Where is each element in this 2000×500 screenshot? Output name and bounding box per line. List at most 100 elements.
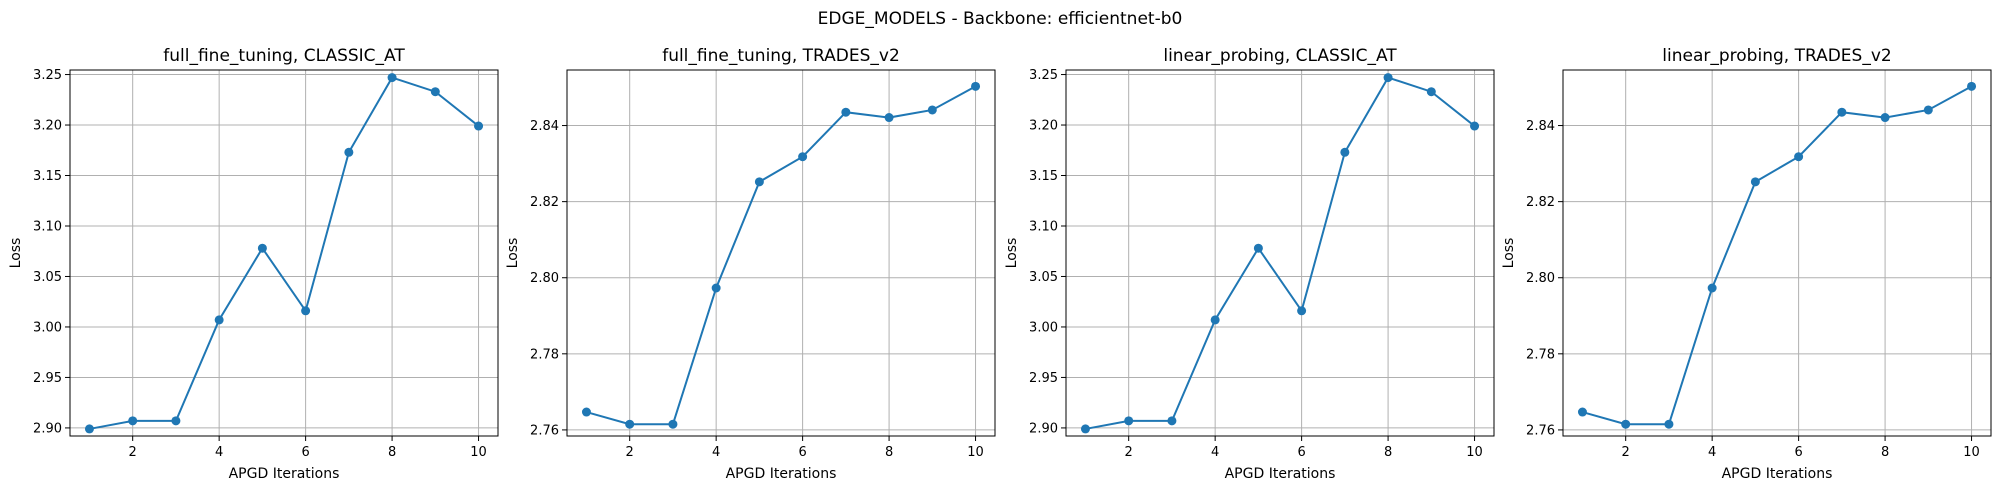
data-point [1967, 81, 1977, 91]
x-tick-label: 6 [1297, 445, 1305, 460]
data-point [128, 416, 138, 426]
figure-suptitle: EDGE_MODELS - Backbone: efficientnet-b0 [818, 9, 1183, 29]
y-tick-label: 3.00 [33, 320, 62, 335]
data-point [1794, 152, 1804, 162]
y-tick-label: 2.82 [1526, 195, 1555, 210]
data-point [171, 416, 181, 426]
x-tick-label: 2 [129, 445, 137, 460]
axes-frame [566, 69, 996, 437]
data-point [668, 419, 678, 429]
y-tick-label: 3.05 [1029, 270, 1058, 285]
y-tick-label: 2.78 [1526, 347, 1555, 362]
data-point [1124, 416, 1134, 426]
data-point [1880, 113, 1890, 123]
x-tick-label: 2 [1622, 445, 1630, 460]
x-tick-label: 8 [1384, 445, 1392, 460]
y-tick-label: 2.84 [530, 119, 559, 134]
y-tick-label: 3.15 [33, 169, 62, 184]
data-point [927, 105, 937, 115]
data-point [971, 81, 981, 91]
x-axis-label: APGD Iterations [1225, 466, 1336, 482]
y-tick-label: 3.10 [1029, 219, 1058, 234]
data-point [1664, 419, 1674, 429]
subplot-2: 2 4 6 8 10 2.76 2.78 2.80 2.82 2.84 full_fine_tuni… [505, 46, 996, 482]
x-tick-label: 4 [712, 445, 720, 460]
data-point [1383, 73, 1393, 83]
data-point [711, 283, 721, 293]
x-tick-label: 6 [1794, 445, 1802, 460]
subplot-title: linear_probing, TRADES_v2 [1662, 46, 1891, 66]
y-tick-label: 2.78 [530, 347, 559, 362]
data-point [841, 107, 851, 117]
data-point [387, 73, 397, 83]
x-tick-label: 2 [1125, 445, 1133, 460]
x-tick-label: 10 [967, 445, 984, 460]
x-tick-label: 10 [470, 445, 487, 460]
y-tick-label: 2.80 [530, 271, 559, 286]
data-point [1340, 147, 1350, 157]
y-tick-label: 2.95 [1029, 371, 1058, 386]
data-point [257, 243, 267, 253]
data-point [84, 424, 94, 434]
x-tick-label: 4 [1211, 445, 1219, 460]
x-tick-label: 10 [1963, 445, 1980, 460]
series-line [1582, 85, 1973, 426]
data-point [1080, 424, 1090, 434]
x-axis-label: APGD Iterations [726, 466, 837, 482]
x-axis-label: APGD Iterations [1722, 466, 1833, 482]
x-tick-label: 4 [215, 445, 223, 460]
axes-frame [1065, 69, 1495, 437]
data-point [1750, 177, 1760, 187]
y-axis-label: Loss [1004, 238, 1020, 269]
data-point [1253, 243, 1263, 253]
data-point [301, 306, 311, 316]
data-point [1470, 121, 1480, 131]
data-point [1621, 419, 1631, 429]
y-tick-label: 3.00 [1029, 320, 1058, 335]
y-tick-label: 3.25 [33, 68, 62, 83]
data-point [344, 147, 354, 157]
x-tick-label: 4 [1708, 445, 1716, 460]
data-point [1837, 107, 1847, 117]
y-tick-label: 2.76 [1526, 423, 1555, 438]
x-tick-label: 6 [301, 445, 309, 460]
y-tick-label: 3.10 [33, 219, 62, 234]
y-axis-label: Loss [8, 238, 24, 269]
subplot-4: 2 4 6 8 10 2.76 2.78 2.80 2.82 2.84 linear_probing… [1501, 46, 1992, 482]
subplot-1: 2 4 6 8 10 2.90 2.95 3.00 3.05 3.10 3.15 3.20 3.25 fu… [8, 46, 499, 482]
x-tick-label: 2 [626, 445, 634, 460]
subplot-title: linear_probing, CLASSIC_AT [1163, 46, 1397, 66]
x-tick-label: 8 [885, 445, 893, 460]
y-tick-label: 3.15 [1029, 169, 1058, 184]
series-line [586, 85, 977, 426]
x-tick-label: 8 [388, 445, 396, 460]
subplot-3: 2 4 6 8 10 2.90 2.95 3.00 3.05 3.10 3.15 3.20 3.25 li… [1004, 46, 1495, 482]
x-tick-label: 6 [798, 445, 806, 460]
y-tick-label: 3.25 [1029, 68, 1058, 83]
data-point [1167, 416, 1177, 426]
series-line [1085, 76, 1476, 430]
data-point [884, 113, 894, 123]
y-tick-label: 2.82 [530, 195, 559, 210]
data-point [754, 177, 764, 187]
axes-frame [1562, 69, 1992, 437]
axes-layer: 2 4 6 8 10 2.90 2.95 3.00 3.05 3.10 3.15 3.20 3.25 fu… [8, 46, 1992, 482]
y-tick-label: 2.90 [1029, 421, 1058, 436]
y-tick-label: 2.80 [1526, 271, 1555, 286]
data-point [474, 121, 484, 131]
data-point [1923, 105, 1933, 115]
y-tick-label: 3.20 [1029, 119, 1058, 134]
subplot-title: full_fine_tuning, CLASSIC_AT [163, 46, 405, 66]
series-line [89, 76, 480, 430]
y-tick-label: 2.84 [1526, 119, 1555, 134]
x-tick-label: 10 [1466, 445, 1483, 460]
subplot-title: full_fine_tuning, TRADES_v2 [662, 46, 900, 66]
x-axis-label: APGD Iterations [229, 466, 340, 482]
data-point [1426, 87, 1436, 97]
x-tick-label: 8 [1881, 445, 1889, 460]
data-point [214, 315, 224, 325]
data-point [1210, 315, 1220, 325]
y-tick-label: 3.20 [33, 119, 62, 134]
data-point [1297, 306, 1307, 316]
